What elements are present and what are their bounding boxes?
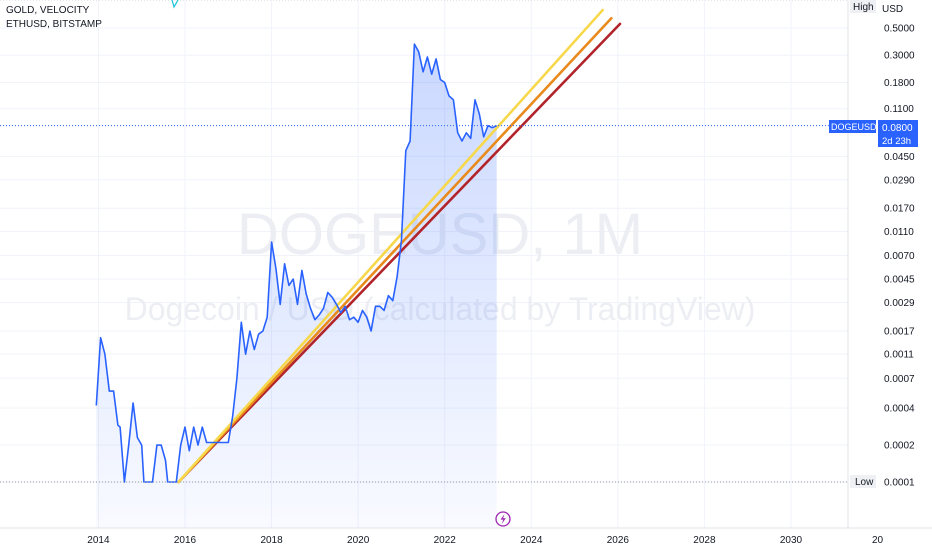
y-tick-label: 0.1800: [884, 78, 915, 89]
badge-symbol: DOGEUSD: [831, 122, 877, 132]
y-tick-label: 0.0001: [884, 478, 915, 489]
price-series-line[interactable]: [95, 43, 498, 483]
low-pill: Low: [850, 475, 876, 488]
time-ticks: 2014 2016 2018 2020 2022 2024 2026 2028 2030 20: [87, 535, 883, 546]
badge-price: 0.0800: [882, 123, 913, 134]
scroll-marker-icon: [171, 0, 179, 9]
x-tick-label: 20: [872, 535, 884, 546]
legend-item-ethusd[interactable]: ETHUSD, BITSTAMP: [6, 19, 102, 30]
price-area: [96, 44, 497, 528]
x-tick-label: 2016: [174, 535, 197, 546]
x-tick-label: 2020: [347, 535, 370, 546]
low-label: Low: [855, 477, 874, 488]
price-axis[interactable]: [847, 0, 932, 550]
y-tick-label: 0.0029: [884, 298, 915, 309]
y-tick-label: 0.5000: [884, 24, 915, 35]
y-tick-label: 0.0110: [884, 227, 914, 238]
x-tick-label: 2026: [607, 535, 630, 546]
trendline-orange[interactable]: [177, 16, 613, 484]
y-tick-label: 0.0011: [884, 350, 914, 361]
x-tick-label: 2030: [780, 535, 803, 546]
x-tick-label: 2024: [520, 535, 543, 546]
y-tick-label: 0.0017: [884, 326, 915, 337]
y-tick-label: 0.0002: [884, 441, 915, 452]
price-ticks: 0.5000 0.3000 0.1800 0.1100 0.0450 0.0290 0.01…: [884, 24, 915, 489]
time-axis[interactable]: [0, 527, 932, 550]
price-badge[interactable]: DOGEUSD 0.0800 2d 23h: [829, 120, 918, 147]
y-tick-label: 0.0045: [884, 275, 915, 286]
high-pill: High: [850, 0, 876, 13]
area-fill: [96, 44, 497, 528]
y-tick-label: 0.0004: [884, 404, 915, 415]
y-tick-label: 0.0007: [884, 374, 915, 385]
trendline-yellow[interactable]: [177, 8, 605, 484]
lightning-icon[interactable]: [495, 511, 511, 527]
y-tick-label: 0.0290: [884, 175, 915, 186]
high-label: High: [853, 2, 874, 13]
price-line[interactable]: [95, 43, 498, 483]
legend-item-gold[interactable]: GOLD, VELOCITY: [6, 5, 90, 16]
y-tick-label: 0.0070: [884, 251, 915, 262]
reference-lines: [0, 0, 848, 483]
badge-countdown: 2d 23h: [882, 136, 911, 147]
y-tick-label: 0.0450: [884, 152, 915, 163]
x-tick-label: 2014: [87, 535, 110, 546]
y-tick-label: 0.0170: [884, 204, 915, 215]
y-tick-label: 0.3000: [884, 51, 915, 62]
y-tick-label: 0.1100: [884, 104, 914, 115]
x-tick-label: 2022: [434, 535, 457, 546]
x-tick-label: 2028: [693, 535, 716, 546]
currency-label: USD: [882, 4, 903, 15]
x-tick-label: 2018: [260, 535, 283, 546]
